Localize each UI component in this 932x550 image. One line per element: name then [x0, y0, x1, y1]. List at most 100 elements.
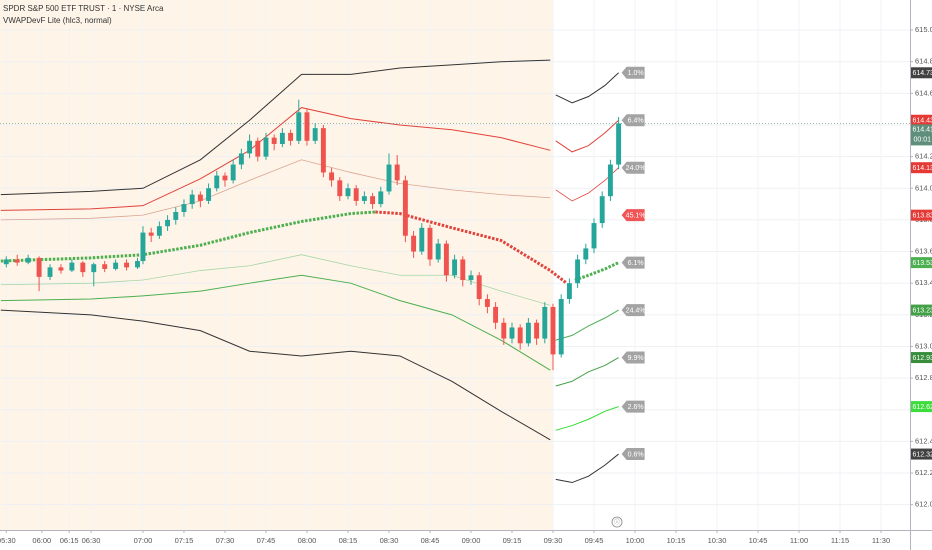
level-tag-label: 0.6%: [628, 451, 644, 458]
price-label-box: [911, 67, 932, 79]
price-label: 613.23: [913, 307, 932, 314]
level-tag-label: 2.6%: [628, 404, 644, 411]
band-line: [0, 159, 551, 221]
candle-body: [80, 262, 86, 273]
y-tick-label: 614.80: [915, 57, 932, 66]
candle-body: [247, 140, 253, 154]
x-tick-label: 06:00: [32, 536, 51, 545]
events-icon[interactable]: [611, 516, 623, 528]
candle-body: [238, 153, 244, 165]
level-tag: [621, 351, 645, 364]
level-tag: [621, 304, 645, 317]
countdown-label: 00:01: [914, 137, 932, 144]
y-tick-label: 614.60: [915, 88, 932, 97]
band-line: [555, 357, 619, 387]
x-tick-label: 10:45: [749, 536, 768, 545]
level-tag: [621, 209, 645, 222]
candle-body: [113, 262, 119, 269]
candle-body: [378, 191, 384, 205]
candle-body: [165, 219, 171, 227]
candle-body: [591, 223, 597, 249]
price-label-box: [911, 448, 932, 460]
vwap-line: [375, 210, 568, 285]
level-tag: [621, 448, 645, 461]
candle-body: [189, 194, 195, 205]
labels: 1.0% 614.73 6.4% 614.43 24.0% 614.13 45.1% 613.…: [621, 66, 932, 461]
candle-body: [173, 212, 179, 220]
grid: [0, 0, 910, 530]
candle-body: [427, 227, 433, 260]
x-tick-label: 05:30: [0, 536, 16, 545]
x-tick-label: 11:30: [872, 536, 890, 545]
candle-body: [509, 327, 515, 339]
candle-body: [279, 132, 285, 144]
y-tick-label: 612.00: [915, 500, 932, 509]
y-tick-label: 612.20: [915, 468, 932, 477]
candle-body: [476, 275, 482, 300]
candle-body: [288, 132, 294, 141]
candle-body: [517, 327, 523, 344]
level-tag-label: 45.1%: [626, 213, 646, 220]
events-icon-glyph: ⓘ: [614, 518, 620, 526]
chart-title: SPDR S&P 500 ETF TRUST · 1 · NYSE Arca: [3, 4, 164, 13]
level-tag: [621, 114, 645, 127]
level-tag: [621, 256, 645, 269]
x-tick-label: 08:30: [380, 536, 399, 545]
level-tag-label: 24.4%: [626, 307, 646, 314]
bands: [0, 59, 910, 484]
y-tick-label: 612.40: [915, 436, 932, 445]
candle-body: [616, 123, 622, 165]
x-tick-label: 08:00: [298, 536, 317, 545]
candle-body: [197, 194, 203, 201]
y-tick-label: 613.60: [915, 247, 932, 256]
price-label-box: [911, 352, 932, 364]
candle-body: [14, 259, 20, 263]
band-line: [0, 107, 551, 211]
candle-body: [394, 164, 400, 181]
last-price-box: [911, 124, 932, 146]
price-label-box: [911, 304, 932, 316]
candle-body: [206, 188, 212, 201]
candle-body: [402, 180, 408, 236]
candle-body: [25, 257, 31, 263]
candle-body: [140, 232, 146, 262]
level-tag-label: 9.9%: [628, 355, 644, 362]
candle-body: [304, 112, 310, 141]
candle-body: [271, 137, 277, 144]
candle-body: [312, 128, 318, 141]
x-tick-label: 11:00: [790, 536, 808, 545]
y-tick-label: 614.20: [915, 152, 932, 161]
candle-body: [566, 283, 572, 300]
y-tick-label: 612.80: [915, 373, 932, 382]
candle-body: [419, 227, 425, 252]
candle-body: [460, 259, 466, 281]
level-tag: [621, 400, 645, 413]
x-tick-label: 06:30: [82, 536, 101, 545]
price-label: 612.62: [913, 404, 932, 411]
candle-body: [411, 235, 417, 252]
price-label: 613.53: [913, 260, 932, 267]
candle-body: [345, 188, 351, 197]
x-tick-label: 10:15: [667, 536, 686, 545]
candle-body: [329, 172, 335, 181]
candle-body: [263, 137, 269, 157]
candle-body: [222, 175, 228, 181]
vwap-line: [0, 210, 376, 263]
candle-body: [36, 257, 42, 277]
price-label: 613.83: [913, 213, 932, 220]
candle-body: [558, 299, 564, 355]
vwap-line: [574, 261, 620, 282]
candle-body: [599, 196, 605, 224]
band-line: [555, 119, 619, 153]
x-tick-label: 09:15: [503, 536, 522, 545]
price-label: 614.73: [913, 70, 932, 77]
candle-body: [156, 226, 162, 236]
x-tick-label: 11:15: [831, 536, 849, 545]
last-price-label: 614.41: [913, 127, 932, 134]
candle-body: [607, 164, 613, 197]
x-tick-label: 09:30: [544, 536, 563, 545]
band-line: [0, 309, 551, 441]
candle-body: [91, 264, 97, 273]
